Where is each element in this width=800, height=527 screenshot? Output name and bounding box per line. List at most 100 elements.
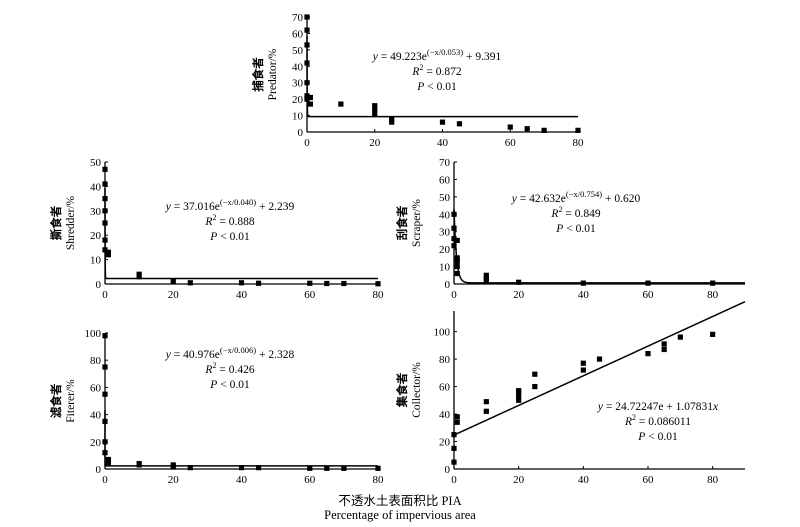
y-tick-label: 30 (292, 78, 304, 90)
data-point (375, 281, 381, 287)
x-tick-label: 80 (573, 137, 585, 149)
y-tick-label: 20 (90, 230, 102, 242)
data-point (102, 450, 108, 456)
data-point (102, 208, 108, 214)
data-point (102, 333, 108, 339)
y-tick-label: 60 (439, 382, 451, 394)
x-tick-label: 20 (168, 289, 180, 301)
data-point (372, 106, 378, 112)
x-tick-label: 80 (707, 289, 719, 301)
data-point (541, 127, 547, 133)
data-point (677, 334, 683, 340)
data-point (454, 263, 460, 270)
y-tick-label: 60 (292, 28, 304, 40)
data-point (507, 124, 513, 130)
data-point (516, 393, 522, 399)
x-tick-label: 20 (369, 137, 381, 149)
data-point (102, 364, 108, 370)
data-point (102, 181, 108, 187)
y-tick-label: 80 (439, 354, 451, 366)
data-point (307, 101, 313, 107)
p-value-label: P < 0.01 (209, 231, 250, 243)
y-tick-label: 70 (292, 12, 304, 24)
y-tick-label: 0 (298, 127, 304, 139)
data-point (102, 237, 108, 243)
data-point (255, 280, 262, 286)
data-point (596, 356, 603, 362)
x-tick-label: 80 (373, 474, 385, 486)
data-point (580, 280, 586, 286)
data-point (341, 280, 347, 287)
y-tick-label: 40 (90, 410, 102, 422)
p-value-label: P < 0.01 (555, 223, 596, 235)
data-point (102, 220, 108, 226)
x-tick-label: 0 (102, 289, 108, 301)
data-point (439, 119, 446, 125)
y-tick-label: 20 (439, 437, 451, 449)
y-axis-label-chinese: 集食者 (395, 372, 409, 408)
y-tick-label: 40 (292, 61, 304, 73)
data-point (710, 331, 716, 337)
y-tick-label: 30 (439, 227, 451, 239)
data-point (136, 274, 142, 280)
panel-predator: 0 10 20 30 40 50 60 70 0 20 40 60 80 捕食者 Predator/% y =… (251, 12, 584, 149)
x-axis-label-english: Percentage of impervious area (324, 508, 476, 522)
fit-equation: y = 42.632e(−x/0.754) + 0.620 (511, 189, 641, 205)
data-point (456, 121, 463, 127)
y-tick-label: 30 (90, 206, 102, 218)
data-point (304, 14, 310, 20)
y-tick-label: 0 (445, 464, 451, 476)
y-tick-label: 0 (445, 279, 451, 291)
y-axis-label-english: Shredder/% (65, 195, 77, 250)
fit-equation: y = 49.223e(−x/0.053) + 9.391 (372, 47, 502, 63)
data-point (255, 465, 262, 471)
data-point (304, 96, 310, 102)
data-point (580, 360, 586, 366)
x-tick-label: 40 (578, 474, 590, 486)
x-tick-label: 60 (643, 474, 655, 486)
x-tick-label: 40 (578, 289, 590, 301)
y-tick-label: 40 (439, 209, 451, 221)
p-value-label: P < 0.01 (416, 81, 457, 93)
data-point (532, 383, 538, 390)
data-point (105, 456, 112, 463)
y-axis-label-chinese: 滤食者 (49, 383, 63, 418)
data-point (454, 419, 460, 425)
data-point (454, 255, 460, 261)
x-tick-label: 80 (707, 474, 719, 486)
x-tick-label: 60 (304, 474, 316, 486)
fit-line (104, 410, 378, 467)
y-tick-label: 20 (90, 437, 102, 449)
data-point (516, 279, 522, 285)
y-tick-label: 100 (85, 328, 102, 340)
y-tick-label: 60 (90, 382, 102, 394)
data-point (307, 280, 313, 286)
y-tick-label: 40 (439, 409, 451, 421)
x-tick-label: 80 (373, 289, 385, 301)
data-point (645, 280, 651, 286)
x-tick-label: 60 (505, 137, 517, 149)
x-tick-label: 0 (102, 474, 108, 486)
data-point (307, 465, 313, 471)
data-point (304, 80, 310, 86)
y-tick-label: 0 (96, 279, 102, 291)
data-point (451, 225, 457, 231)
fit-equation: y = 37.016e(−x/0.040) + 2.239 (165, 197, 295, 213)
x-tick-label: 20 (513, 289, 525, 301)
y-tick-label: 50 (90, 157, 102, 169)
data-point (516, 388, 522, 394)
x-axis-label-chinese: 不透水土表面积比 PIA (338, 494, 462, 508)
data-point (483, 272, 489, 278)
x-tick-label: 60 (643, 289, 655, 301)
panel-scraper: 0 10 20 30 40 50 60 70 0 20 40 60 80 刮食者 Scraper/% y = … (395, 157, 745, 301)
data-point (710, 280, 716, 286)
data-point (451, 459, 457, 465)
fit-line (453, 301, 746, 436)
y-tick-label: 10 (90, 255, 102, 267)
data-point (451, 445, 457, 451)
data-point (105, 460, 112, 467)
panel-collector: 0 20 40 60 80 100 0 20 40 60 80 集食者 Collector/% y = 2… (395, 301, 746, 486)
data-point (454, 258, 460, 264)
data-point (454, 414, 460, 420)
